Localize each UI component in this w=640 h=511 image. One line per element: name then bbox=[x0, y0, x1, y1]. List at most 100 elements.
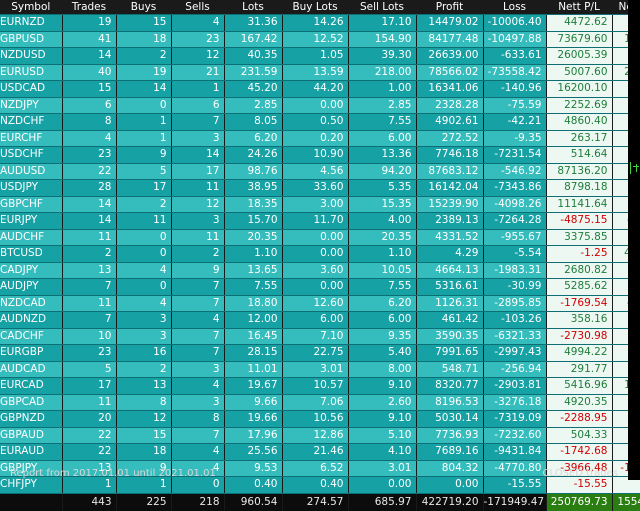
buys-cell: 11 bbox=[116, 212, 172, 230]
nett-pl-cell: 4994.22 bbox=[546, 344, 613, 362]
trades-cell: 20 bbox=[62, 410, 117, 428]
table-row[interactable]: AUDJPY 7 0 7 7.55 0.00 7.55 5316.61 -30.99 5285.6… bbox=[0, 278, 640, 296]
nett-pl-cell: -1769.54 bbox=[546, 295, 613, 312]
symbol-cell: AUDUSD bbox=[0, 163, 63, 180]
profit-cell: 7736.93 bbox=[416, 427, 484, 444]
table-row[interactable]: EURNZD 19 15 4 31.36 14.26 17.10 14479.02 -10006… bbox=[0, 14, 640, 32]
symbol-cell: USDCHF bbox=[0, 146, 63, 164]
lots-cell: 13.65 bbox=[224, 262, 283, 279]
trades-cell: 11 bbox=[62, 229, 117, 246]
symbol-cell: GBPCHF bbox=[0, 196, 63, 213]
table-row[interactable]: CADJPY 13 4 9 13.65 3.60 10.05 4664.13 -1983.31 2… bbox=[0, 262, 640, 279]
sells-cell: 7 bbox=[171, 328, 225, 345]
col-header-buy-lots[interactable]: Buy Lots bbox=[282, 0, 349, 15]
nett-pl-cell: 514.64 bbox=[546, 146, 613, 164]
buy-lots-cell: 6.00 bbox=[282, 311, 349, 329]
table-row[interactable]: BTCUSD2021.100.001.104.29-5.54-1.254152.… bbox=[0, 245, 640, 263]
table-row[interactable]: NZDCHF 8 1 7 8.05 0.50 7.55 4902.61 -42.21 4860.4… bbox=[0, 113, 640, 131]
symbol-cell: CADJPY bbox=[0, 262, 63, 279]
sells-cell: 9 bbox=[171, 262, 225, 279]
buys-cell: 8 bbox=[116, 394, 172, 411]
trades-cell: 19 bbox=[62, 14, 117, 32]
table-row[interactable]: GBPUSD 41 18 23 167.42 12.52 154.90 84177.48 -10… bbox=[0, 31, 640, 48]
profit-cell: 84177.48 bbox=[416, 31, 484, 48]
lots-cell: 15.70 bbox=[224, 212, 283, 230]
symbol-cell: AUDNZD bbox=[0, 311, 63, 329]
buys-cell: 0 bbox=[116, 245, 172, 263]
profit-cell: 8320.77 bbox=[416, 377, 484, 395]
loss-cell: -7232.60 bbox=[483, 427, 547, 444]
col-header-lots[interactable]: Lots bbox=[224, 0, 283, 15]
symbol-cell: AUDCHF bbox=[0, 229, 63, 246]
col-header-profit[interactable]: Profit bbox=[416, 0, 484, 15]
col-header-sells[interactable]: Sells bbox=[171, 0, 225, 15]
profit-cell: 804.32 bbox=[416, 460, 484, 477]
buy-lots-cell: 7.10 bbox=[282, 328, 349, 345]
buy-lots-cell: 1.05 bbox=[282, 47, 349, 65]
buys-cell: 3 bbox=[116, 328, 172, 345]
table-row[interactable]: AUDUSD 22 5 17 98.76 4.56 94.20 87683.12 -546.92… bbox=[0, 163, 640, 180]
col-header-symbol[interactable]: Symbol bbox=[0, 0, 63, 15]
table-row[interactable]: NZDCAD 11 4 7 18.80 12.60 6.20 1126.31 -2895.85-… bbox=[0, 295, 640, 312]
buy-lots-cell: 0.00 bbox=[282, 229, 349, 246]
buys-cell: 0 bbox=[116, 229, 172, 246]
table-row[interactable]: GBPCHF 14 2 12 18.35 3.00 15.35 15239.90 -4098.2… bbox=[0, 196, 640, 213]
col-header-buys[interactable]: Buys bbox=[116, 0, 172, 15]
col-header-trades[interactable]: Trades bbox=[62, 0, 117, 15]
col-header-loss[interactable]: Loss bbox=[483, 0, 547, 15]
lots-cell: 18.35 bbox=[224, 196, 283, 213]
nett-pl-cell: 358.16 bbox=[546, 311, 613, 329]
lots-cell: 20.35 bbox=[224, 229, 283, 246]
total-symbol-cell bbox=[0, 493, 63, 511]
buy-lots-cell: 11.70 bbox=[282, 212, 349, 230]
buy-lots-cell: 12.86 bbox=[282, 427, 349, 444]
buys-cell: 3 bbox=[116, 311, 172, 329]
buys-cell: 2 bbox=[116, 47, 172, 65]
profit-cell: 7746.18 bbox=[416, 146, 484, 164]
table-row[interactable]: GBPCAD 11 8 3 9.66 7.06 2.60 8196.53 -3276.18 492… bbox=[0, 394, 640, 411]
trades-cell: 13 bbox=[62, 262, 117, 279]
nett-pl-cell: -4875.15 bbox=[546, 212, 613, 230]
table-row[interactable]: AUDCHF 11 0 11 20.35 0.00 20.35 4331.52 -955.67 3… bbox=[0, 229, 640, 246]
table-row[interactable]: EURCAD 17 13 4 19.67 10.57 9.10 8320.77 -2903.81… bbox=[0, 377, 640, 395]
table-body: EURNZD 19 15 4 31.36 14.26 17.10 14479.02 -10006… bbox=[0, 14, 640, 511]
loss-cell: -9.35 bbox=[483, 130, 547, 147]
table-row[interactable]: GBPJPY 13 9 4 9.53 6.52 3.01 804.32 -4770.80 -396… bbox=[0, 460, 640, 477]
table-row[interactable]: NZDJPY 6 0 6 2.85 0.00 2.85 2328.28 -75.59 2252.6… bbox=[0, 97, 640, 114]
sell-lots-cell: 17.10 bbox=[348, 14, 417, 32]
table-row[interactable]: EURUSD 40 19 21 231.59 13.59 218.00 78566.02 -73… bbox=[0, 64, 640, 81]
lots-cell: 9.66 bbox=[224, 394, 283, 411]
loss-cell: -256.94 bbox=[483, 361, 547, 378]
table-row[interactable]: NZDUSD 14 2 12 40.35 1.05 39.30 26639.00 -633.61… bbox=[0, 47, 640, 65]
profit-cell: 8196.53 bbox=[416, 394, 484, 411]
trades-cell: 10 bbox=[62, 328, 117, 345]
table-row[interactable]: CADCHF 10 3 7 16.45 7.10 9.35 3590.35 -6321.33 -2… bbox=[0, 328, 640, 345]
sell-lots-cell: 2.60 bbox=[348, 394, 417, 411]
table-row[interactable]: EURJPY 14 11 3 15.70 11.70 4.00 2389.13 -7264.28… bbox=[0, 212, 640, 230]
symbol-cell: NZDJPY bbox=[0, 97, 63, 114]
col-header-nett-pl[interactable]: Nett P/L bbox=[546, 0, 613, 15]
symbol-cell: EURNZD bbox=[0, 14, 63, 32]
table-row[interactable]: USDCAD 15 14 1 45.20 44.20 1.00 16341.06 -140.96… bbox=[0, 80, 640, 98]
loss-cell: -10006.40 bbox=[483, 14, 547, 32]
table-row[interactable]: GBPNZD 20 12 8 19.66 10.56 9.10 5030.14 -7319.09… bbox=[0, 410, 640, 428]
table-row[interactable]: EURAUD 22 18 4 25.56 21.46 4.10 7689.16 -9431.84… bbox=[0, 443, 640, 461]
table-row[interactable]: AUDCAD 5 2 3 11.01 3.01 8.00 548.71 -256.94 291.7… bbox=[0, 361, 640, 378]
table-row[interactable]: EURCHF4136.200.206.00272.52-9.35263.1734… bbox=[0, 130, 640, 147]
lots-cell: 231.59 bbox=[224, 64, 283, 81]
table-row[interactable]: USDCHF 23 9 14 24.26 10.90 13.36 7746.18 -7231.5… bbox=[0, 146, 640, 164]
profit-cell: 548.71 bbox=[416, 361, 484, 378]
table-row[interactable]: EURGBP 23 16 7 28.15 22.75 5.40 7991.65 -2997.43… bbox=[0, 344, 640, 362]
table-row[interactable]: AUDNZD 7 3 4 12.00 6.00 6.00 461.42 -103.26 358.1… bbox=[0, 311, 640, 329]
sell-lots-cell: 1.00 bbox=[348, 80, 417, 98]
buys-cell: 4 bbox=[116, 295, 172, 312]
symbol-cell: GBPJPY bbox=[0, 460, 63, 477]
table-row[interactable]: GBPAUD 22 15 7 17.96 12.86 5.10 7736.93 -7232.60… bbox=[0, 427, 640, 444]
buy-lots-cell: 14.26 bbox=[282, 14, 349, 32]
col-header-sell-lots[interactable]: Sell Lots bbox=[348, 0, 417, 15]
lots-cell: 25.56 bbox=[224, 443, 283, 461]
total-buys-cell: 225 bbox=[116, 493, 172, 511]
table-row[interactable]: USDJPY 28 17 11 38.95 33.60 5.35 16142.04 -7343.… bbox=[0, 179, 640, 197]
trades-cell: 15 bbox=[62, 80, 117, 98]
